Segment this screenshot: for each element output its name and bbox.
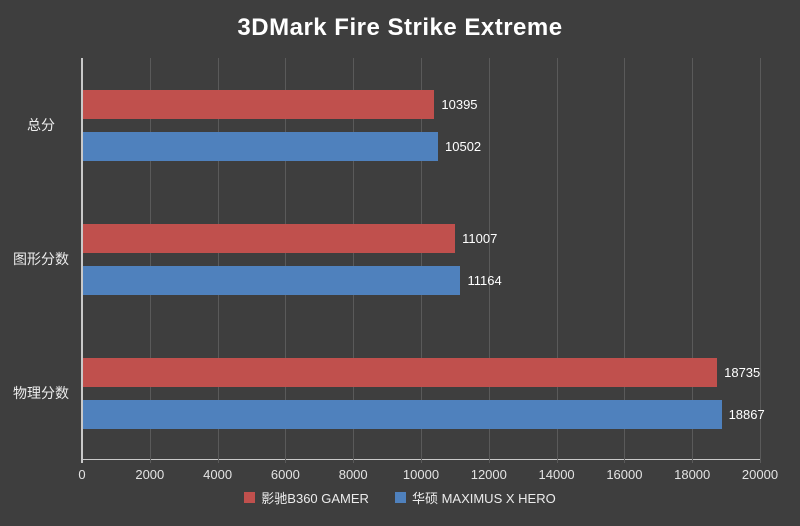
bar-row: 18867 — [82, 399, 765, 429]
value-label: 11007 — [462, 230, 498, 246]
x-tick-label: 6000 — [270, 467, 300, 482]
category-label: 图形分数 — [13, 251, 69, 267]
legend-item: 华硕 MAXIMUS X HERO — [394, 488, 556, 507]
gridline — [217, 58, 219, 463]
x-tick-label: 4000 — [203, 467, 233, 482]
category-label: 物理分数 — [13, 385, 69, 401]
x-tick-label: 2000 — [135, 467, 165, 482]
x-tick-label: 14000 — [538, 467, 575, 482]
plot-area: 总分 10395 10502 图形分数 11007 11164 物理分数 18735 18867 — [0, 58, 800, 463]
bar-group: 图形分数 11007 11164 — [0, 192, 800, 326]
bar — [82, 399, 722, 429]
x-tick-label: 16000 — [606, 467, 643, 482]
bar — [82, 223, 456, 253]
bar-pair: 10395 10502 — [82, 58, 760, 192]
bar — [82, 357, 718, 387]
gridline — [692, 58, 694, 463]
bar-row: 11164 — [82, 265, 760, 295]
legend-swatch — [394, 492, 406, 503]
bar-row: 10502 — [82, 131, 760, 161]
gridline — [760, 58, 761, 463]
bar — [82, 89, 435, 119]
x-tick-label: 18000 — [674, 467, 711, 482]
bar — [82, 131, 439, 161]
value-label: 10502 — [445, 138, 482, 154]
x-tick-label: 0 — [78, 467, 86, 482]
gridline — [556, 58, 558, 463]
x-tick-label: 10000 — [402, 467, 440, 482]
legend-label: 影驰B360 GAMER — [261, 491, 369, 506]
bar-group: 物理分数 18735 18867 — [0, 326, 800, 460]
x-tick-label: 20000 — [741, 467, 779, 482]
gridline — [488, 58, 490, 463]
gridline — [285, 58, 287, 463]
value-label: 18735 — [724, 364, 761, 380]
bar-pair: 11007 11164 — [82, 192, 760, 326]
x-axis: 0 2000 4000 6000 8000 10000 12000 14000 16000 180… — [78, 460, 778, 484]
category-label: 总分 — [27, 117, 55, 133]
legend-item: 影驰B360 GAMER — [244, 488, 369, 507]
bar-row: 11007 — [82, 223, 760, 253]
x-tick-label: 8000 — [338, 467, 368, 482]
y-axis-line — [81, 58, 83, 463]
gridlines — [81, 58, 761, 463]
bar-row: 10395 — [82, 89, 760, 119]
bar-pair: 18735 18867 — [82, 326, 765, 460]
value-label: 18867 — [728, 406, 765, 422]
legend-swatch — [244, 492, 256, 503]
bar — [82, 265, 461, 295]
bar-groups: 总分 10395 10502 图形分数 11007 11164 物理分数 18735 18867 — [0, 58, 800, 460]
chart-title: 3DMark Fire Strike Extreme — [237, 14, 563, 41]
gridline — [624, 58, 626, 463]
gridline — [149, 58, 151, 463]
gridline — [421, 58, 422, 463]
value-label: 11164 — [467, 272, 502, 288]
bar-row: 18735 — [82, 357, 761, 387]
value-label: 10395 — [441, 96, 478, 112]
legend: 影驰B360 GAMER 华硕 MAXIMUS X HERO — [0, 488, 800, 507]
x-tick-label: 12000 — [470, 467, 507, 482]
gridline — [353, 58, 355, 463]
bar-group: 总分 10395 10502 — [0, 58, 800, 192]
legend-label: 华硕 MAXIMUS X HERO — [411, 491, 556, 506]
